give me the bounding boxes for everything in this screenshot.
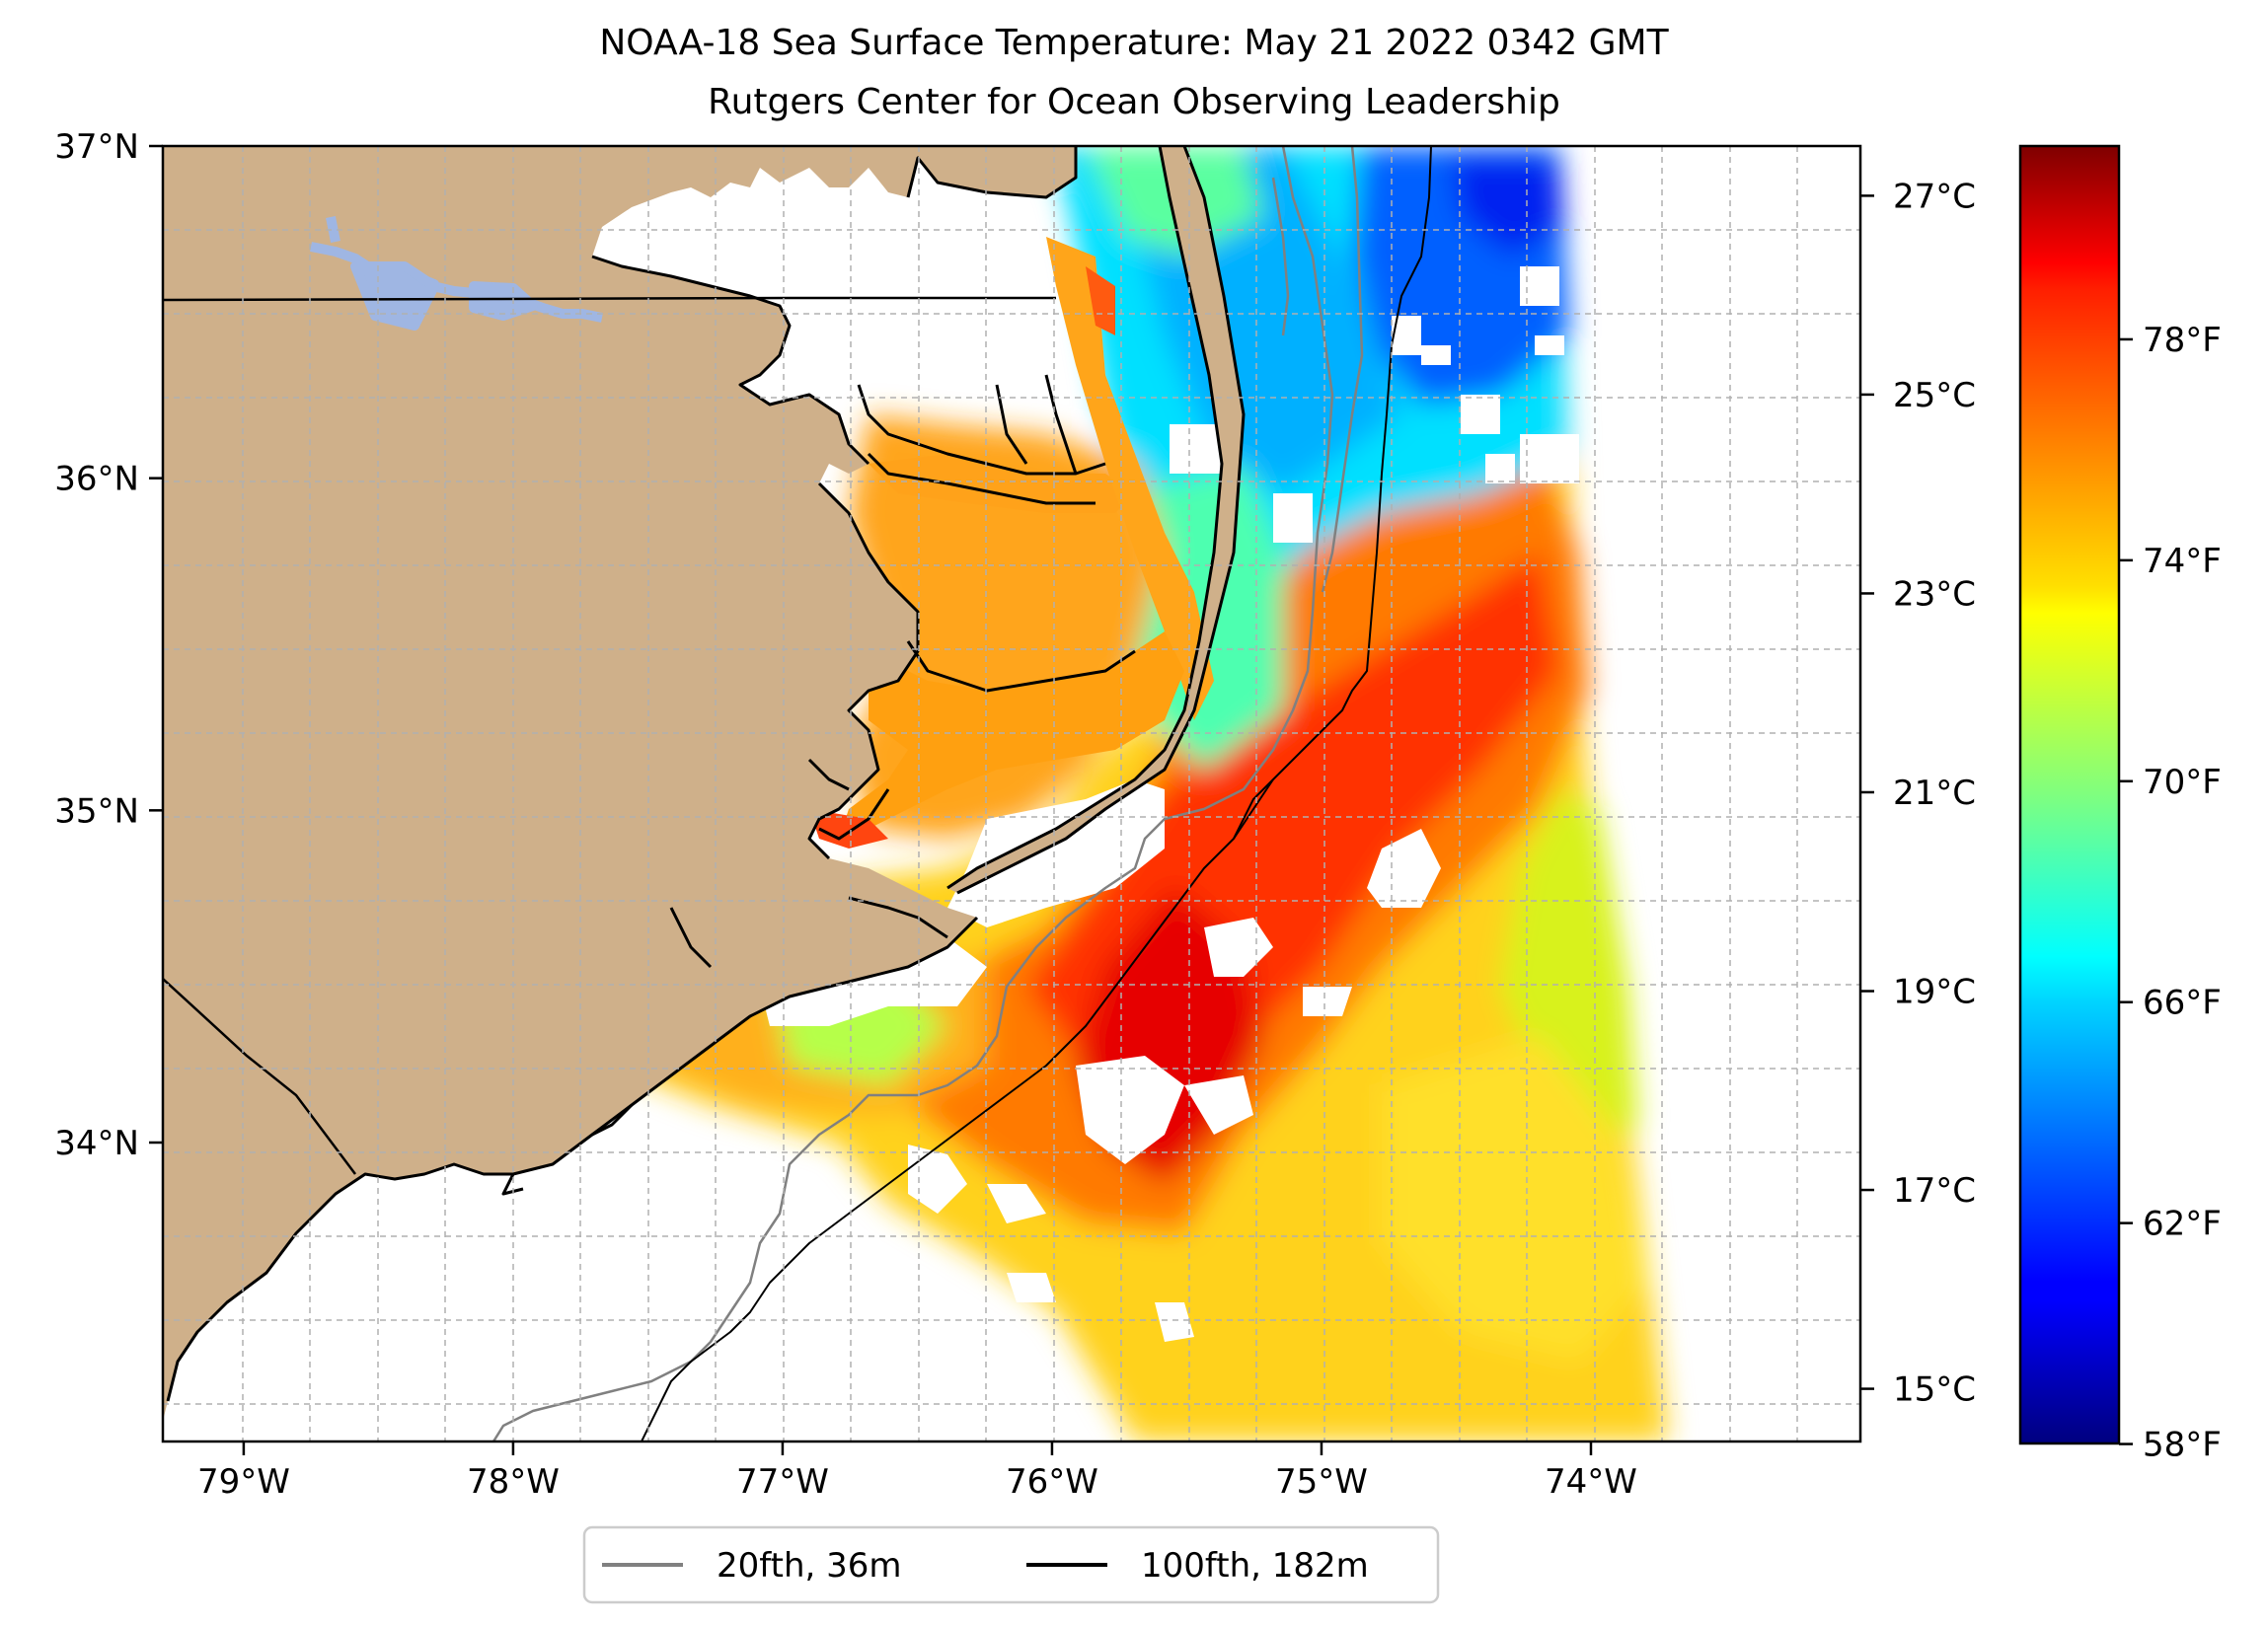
legend-label-100fth: 100fth, 182m	[1141, 1546, 1369, 1586]
fahrenheit-tick-label: 62°F	[2143, 1205, 2222, 1244]
lakes	[310, 216, 603, 331]
colorbar-celsius-axis: 27°C 25°C 23°C 21°C 19°C 17°C 15°C	[1860, 177, 1976, 1410]
coastline	[166, 146, 1246, 1402]
legend-label-20fth: 20fth, 36m	[717, 1546, 902, 1586]
colorbar-gradient	[2018, 144, 2121, 1445]
nc-va-border	[163, 296, 1056, 302]
chart-title: NOAA-18 Sea Surface Temperature: May 21 …	[599, 23, 1669, 63]
lon-tick-label: 76°W	[1006, 1462, 1098, 1502]
fahrenheit-tick-label: 58°F	[2143, 1426, 2222, 1465]
land-north-carolina	[163, 146, 1076, 1421]
celsius-tick-label: 19°C	[1893, 973, 1976, 1012]
celsius-tick-label: 15°C	[1893, 1370, 1976, 1410]
fahrenheit-tick-label: 70°F	[2143, 763, 2222, 802]
map-plot-area	[163, 146, 1860, 1441]
gridlines	[163, 146, 1860, 1441]
celsius-tick-label: 25°C	[1893, 376, 1976, 415]
land	[163, 146, 1244, 1421]
legend: 20fth, 36m 100fth, 182m	[582, 1525, 1440, 1604]
fahrenheit-tick-label: 78°F	[2143, 321, 2222, 360]
lon-tick-label: 77°W	[736, 1462, 829, 1502]
lat-tick-label: 35°N	[54, 791, 139, 831]
celsius-tick-label: 27°C	[1893, 177, 1976, 216]
latitude-axis: 37°N 36°N 35°N 34°N	[54, 127, 163, 1163]
lon-tick-label: 79°W	[197, 1462, 290, 1502]
lon-tick-label: 78°W	[467, 1462, 560, 1502]
nc-sc-border	[163, 978, 356, 1175]
lon-tick-label: 75°W	[1275, 1462, 1368, 1502]
state-borders	[163, 296, 1056, 1175]
lat-tick-label: 37°N	[54, 127, 139, 167]
celsius-tick-label: 21°C	[1893, 774, 1976, 813]
fahrenheit-tick-label: 74°F	[2143, 542, 2222, 581]
longitude-axis: 79°W 78°W 77°W 76°W 75°W 74°W	[197, 1441, 1637, 1502]
colorbar-fahrenheit-axis: 78°F 74°F 70°F 66°F 62°F 58°F	[2119, 321, 2222, 1465]
map-frame	[161, 144, 1862, 1443]
fahrenheit-tick-label: 66°F	[2143, 984, 2222, 1023]
lat-tick-label: 36°N	[54, 460, 139, 499]
celsius-tick-label: 23°C	[1893, 574, 1976, 614]
celsius-tick-label: 17°C	[1893, 1171, 1976, 1211]
lon-tick-label: 74°W	[1545, 1462, 1637, 1502]
lat-tick-label: 34°N	[54, 1124, 139, 1163]
colorbar: 27°C 25°C 23°C 21°C 19°C 17°C 15°C 78°F 74°F 70°…	[1860, 144, 2222, 1465]
legend-box	[582, 1525, 1440, 1604]
chart-subtitle: Rutgers Center for Ocean Observing Leade…	[708, 82, 1560, 122]
isobath-20fth	[491, 146, 1364, 1441]
isobath-100fth	[641, 146, 1432, 1441]
